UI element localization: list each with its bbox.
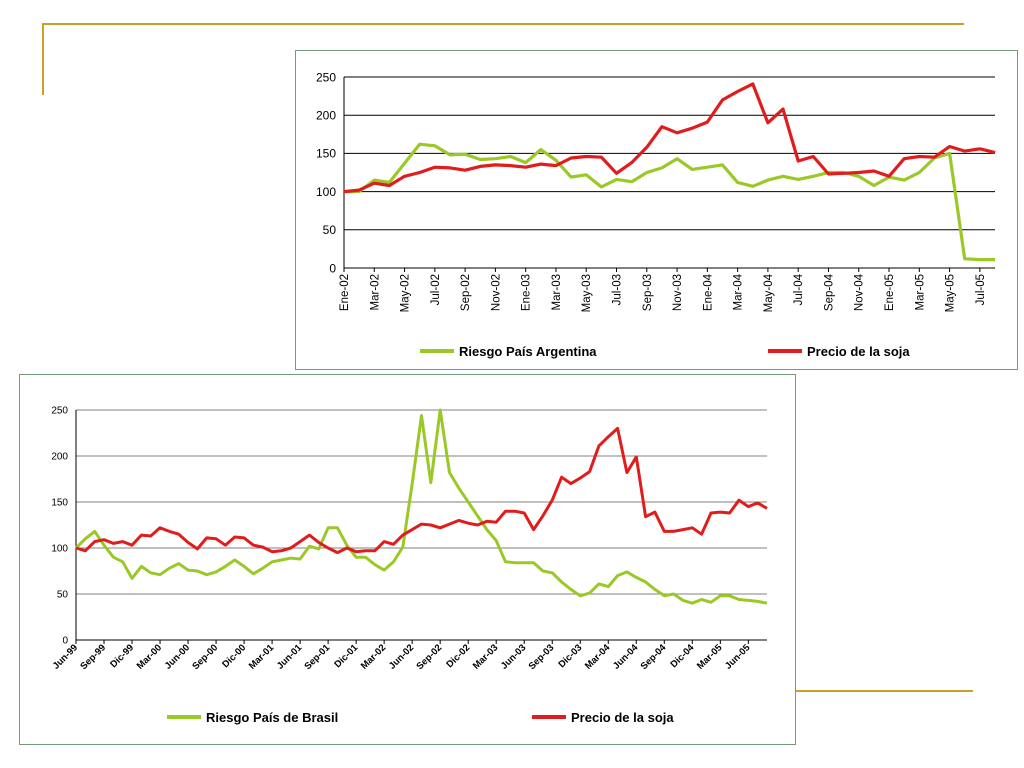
x-tick-label-ene-04: Ene-04 — [702, 273, 714, 311]
y-tick-label-200: 200 — [316, 109, 336, 123]
y-tick-label-200: 200 — [51, 452, 68, 463]
series-line-precio-de-la-soja — [75, 426, 768, 555]
x-tick-label-nov-03: Nov-03 — [672, 274, 684, 311]
x-tick-label-jul-02: Jul-02 — [430, 274, 442, 305]
y-tick-label-250: 250 — [316, 70, 336, 84]
x-tick-label-ene-05: Ene-05 — [884, 274, 896, 311]
x-tick-label-jul-04: Jul-04 — [793, 273, 805, 305]
x-tick-label-sep-04: Sep-04 — [639, 642, 669, 672]
series-line-precio-de-la-soja — [343, 82, 996, 194]
x-tick-label-dic-01: Dic-01 — [332, 642, 360, 670]
chart-panel-argentina: 0 50 100 150 200 250 Ene-02 Mar-02 May-02 Jul-02 S… — [295, 50, 1018, 370]
y-tick-label-50: 50 — [57, 590, 69, 601]
decorative-top-line — [42, 23, 964, 25]
decorative-left-line — [42, 23, 44, 95]
x-tick-label-nov-02: Nov-02 — [490, 274, 502, 311]
series-line-riesgo-pais-argentina — [344, 142, 995, 262]
x-tick-label-jun-04: Jun-04 — [611, 642, 641, 672]
x-tick-label-sep-99: Sep-99 — [78, 642, 108, 672]
x-tick-label-jun-05: Jun-05 — [723, 642, 753, 672]
y-tick-label-0: 0 — [329, 261, 336, 275]
y-tick-label-150: 150 — [316, 147, 336, 161]
y-tick-label-50: 50 — [323, 223, 337, 237]
x-tick-label-dic-00: Dic-00 — [220, 642, 248, 670]
x-tick-label-sep-01: Sep-01 — [302, 642, 332, 672]
x-tick-label-may-04: May-04 — [763, 273, 775, 312]
series-line-riesgo-pais-de-brasil — [74, 408, 768, 605]
x-tick-label-mar-05: Mar-05 — [695, 642, 725, 672]
legend-label-riesgo-pais-argentina: Riesgo País Argentina — [459, 344, 597, 359]
x-tick-label-ene-03: Ene-03 — [521, 274, 533, 311]
x-tick-label-sep-02: Sep-02 — [460, 274, 472, 311]
legend-label-precio-de-la-soja: Precio de la soja — [571, 710, 674, 725]
x-tick-label-nov-04: Nov-04 — [854, 273, 866, 311]
x-tick-label-mar-05: Mar-05 — [914, 274, 926, 310]
legend-label-precio-de-la-soja: Precio de la soja — [807, 344, 910, 359]
x-tick-label-sep-03: Sep-03 — [642, 274, 654, 311]
x-tick-label-mar-03: Mar-03 — [471, 642, 500, 671]
y-tick-label-150: 150 — [51, 498, 68, 509]
x-tick-label-jun-01: Jun-01 — [275, 642, 305, 672]
x-tick-label-mar-00: Mar-00 — [135, 642, 164, 671]
x-tick-label-sep-00: Sep-00 — [190, 642, 220, 672]
x-tick-label-ene-02: Ene-02 — [339, 274, 351, 311]
x-tick-label-mar-02: Mar-02 — [369, 274, 381, 310]
x-tick-label-jun-99: Jun-99 — [51, 642, 80, 671]
x-tick-label-jul-03: Jul-03 — [612, 274, 624, 305]
decorative-bottom-line — [788, 690, 973, 692]
x-tick-label-jul-05: Jul-05 — [975, 274, 987, 305]
x-tick-label-mar-04: Mar-04 — [733, 273, 745, 310]
legend-label-riesgo-pais-de-brasil: Riesgo País de Brasil — [206, 710, 338, 725]
x-tick-label-may-05: May-05 — [945, 274, 957, 312]
x-tick-label-dic-04: Dic-04 — [668, 642, 696, 670]
x-tick-label-jun-00: Jun-00 — [163, 642, 192, 671]
x-tick-label-mar-01: Mar-01 — [247, 642, 277, 672]
x-tick-label-sep-04: Sep-04 — [823, 273, 835, 311]
x-tick-label-sep-03: Sep-03 — [527, 642, 557, 672]
x-tick-label-mar-02: Mar-02 — [359, 642, 388, 671]
y-tick-label-250: 250 — [51, 406, 68, 417]
x-tick-label-dic-99: Dic-99 — [108, 642, 136, 670]
x-tick-label-mar-03: Mar-03 — [551, 274, 563, 310]
x-tick-label-may-02: May-02 — [400, 274, 412, 312]
x-tick-label-mar-04: Mar-04 — [583, 642, 613, 672]
chart-panel-brasil: 0 50 100 150 200 250 Jun-99 Sep-99 Dic-99 Mar-00 J… — [19, 374, 796, 745]
x-tick-label-jun-02: Jun-02 — [387, 642, 416, 671]
x-tick-label-dic-03: Dic-03 — [556, 642, 584, 670]
x-tick-label-may-03: May-03 — [581, 274, 593, 312]
x-tick-label-dic-02: Dic-02 — [444, 642, 472, 670]
x-tick-label-sep-02: Sep-02 — [414, 642, 444, 672]
y-tick-label-0: 0 — [62, 636, 68, 647]
chart-argentina: 0 50 100 150 200 250 Ene-02 Mar-02 May-02 Jul-02 S… — [316, 70, 996, 359]
x-tick-label-jun-03: Jun-03 — [499, 642, 528, 671]
y-tick-label-100: 100 — [316, 185, 336, 199]
y-tick-label-100: 100 — [51, 544, 68, 555]
